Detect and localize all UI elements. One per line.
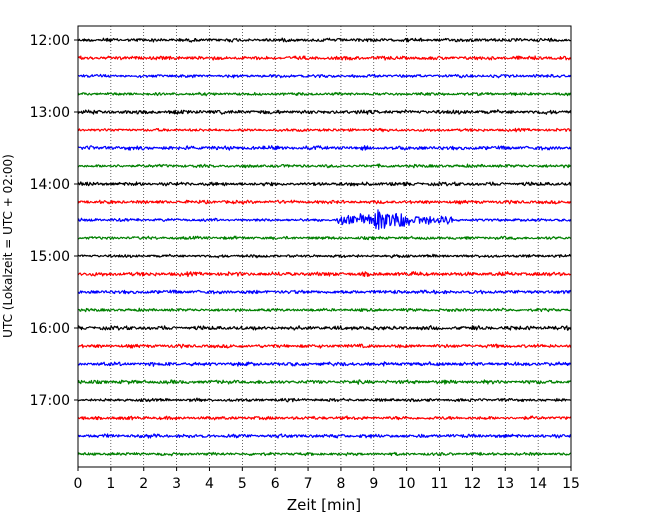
x-tick-label: 2	[139, 476, 148, 492]
trace-1745	[77, 451, 572, 457]
x-axis-ticks: 0 1 2 3 4 5 6 7 8 9 10 11 12 13 14 15	[74, 467, 580, 492]
trace-1415	[77, 199, 572, 205]
trace-1530	[77, 289, 572, 295]
trace-1315	[77, 127, 572, 133]
trace-1615	[78, 343, 572, 349]
x-tick-label: 7	[304, 476, 313, 492]
trace-1345	[77, 163, 571, 169]
trace-1200	[77, 37, 571, 43]
x-tick-label: 3	[172, 476, 181, 492]
y-tick-label: 14:00	[30, 177, 70, 193]
x-tick-label: 11	[431, 476, 449, 492]
x-tick-label: 9	[369, 476, 378, 492]
x-tick-label: 10	[398, 476, 416, 492]
plot-area	[77, 25, 572, 468]
trace-1245	[77, 91, 572, 97]
x-tick-label: 15	[562, 476, 580, 492]
x-tick-label: 0	[74, 476, 83, 492]
plot-frame	[78, 26, 571, 467]
trace-1500	[77, 253, 572, 259]
trace-group	[77, 37, 572, 457]
x-tick-label: 8	[336, 476, 345, 492]
y-tick-label: 16:00	[30, 321, 70, 337]
x-tick-label: 5	[238, 476, 247, 492]
x-tick-label: 4	[205, 476, 214, 492]
x-tick-label: 6	[271, 476, 280, 492]
trace-1700	[77, 397, 572, 403]
trace-1300	[77, 109, 572, 115]
y-tick-label: 17:00	[30, 393, 70, 409]
x-tick-label: 13	[496, 476, 514, 492]
y-axis-ticks: 12:00 13:00 14:00 15:00 16:00 17:00	[30, 33, 78, 409]
trace-1430	[77, 209, 572, 230]
y-tick-label: 12:00	[30, 33, 70, 49]
y-tick-label: 13:00	[30, 105, 70, 121]
y-axis-label: UTC (Lokalzeit = UTC + 02:00)	[1, 154, 15, 338]
trace-1515	[77, 271, 572, 278]
trace-1600	[77, 325, 572, 331]
x-tick-label: 14	[529, 476, 547, 492]
plot-border	[77, 25, 572, 468]
trace-1545	[77, 307, 572, 313]
x-tick-label: 1	[106, 476, 115, 492]
trace-1730	[77, 433, 572, 439]
trace-1330	[77, 145, 571, 151]
x-axis-label: Zeit [min]	[287, 496, 361, 514]
trace-1630	[77, 361, 572, 367]
trace-1215	[77, 55, 572, 61]
trace-1715	[77, 415, 572, 421]
trace-1645	[77, 379, 572, 385]
trace-1445	[77, 235, 572, 241]
x-tick-label: 12	[463, 476, 481, 492]
y-tick-label: 15:00	[30, 249, 70, 265]
trace-1400	[77, 181, 572, 187]
trace-1230	[77, 73, 572, 79]
